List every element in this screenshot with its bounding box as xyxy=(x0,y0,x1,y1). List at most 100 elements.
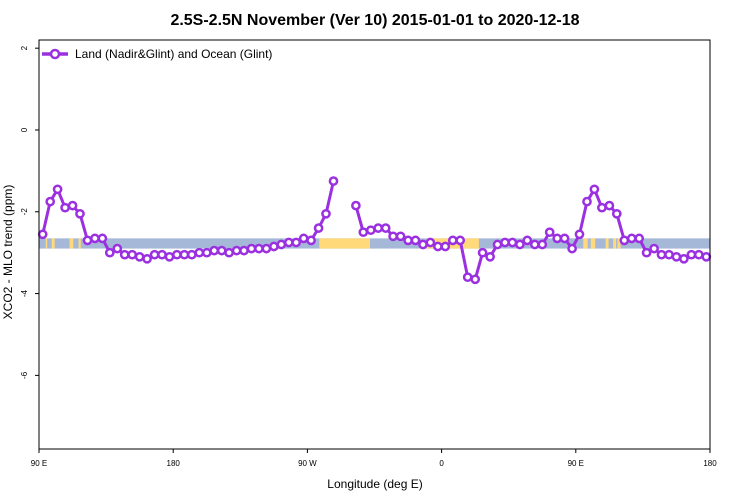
data-point xyxy=(522,235,533,246)
data-point xyxy=(544,227,555,238)
surface-band xyxy=(39,238,710,249)
y-tick-label: -2 xyxy=(20,208,29,216)
x-tick-label: 0 xyxy=(439,459,444,468)
data-point xyxy=(477,247,488,258)
data-point xyxy=(365,225,376,236)
land-band-3 xyxy=(78,238,81,249)
data-point xyxy=(515,239,525,250)
data-point xyxy=(351,200,361,211)
data-point xyxy=(552,233,563,244)
data-point xyxy=(157,249,167,260)
data-point xyxy=(119,249,130,260)
data-point xyxy=(671,251,682,262)
data-point xyxy=(686,249,697,260)
data-point xyxy=(127,249,138,260)
legend: Land (Nadir&Glint) and Ocean (Glint) xyxy=(42,47,272,61)
data-point xyxy=(261,243,272,254)
chart-title: 2.5S-2.5N November (Ver 10) 2015-01-01 t… xyxy=(170,12,579,29)
land-band-10 xyxy=(617,238,621,249)
data-point xyxy=(664,249,674,260)
data-point xyxy=(418,239,428,250)
data-point xyxy=(52,184,63,195)
data-point xyxy=(507,237,518,248)
data-point xyxy=(186,249,197,260)
data-point xyxy=(425,237,436,248)
legend-label: Land (Nadir&Glint) and Ocean (Glint) xyxy=(75,47,272,61)
data-point xyxy=(604,200,615,211)
land-band-8 xyxy=(605,238,609,249)
legend-marker xyxy=(49,48,61,60)
y-tick-label: -6 xyxy=(20,371,29,379)
data-point xyxy=(283,237,294,248)
data-point xyxy=(403,235,413,246)
data-point xyxy=(701,251,712,262)
data-point xyxy=(447,235,458,246)
data-point xyxy=(276,239,287,250)
data-point xyxy=(75,208,85,219)
data-point xyxy=(485,251,495,262)
data-point xyxy=(373,223,384,233)
x-tick-label: 180 xyxy=(703,459,717,468)
data-point xyxy=(641,247,652,258)
y-tick-label: 0 xyxy=(20,127,29,132)
data-point xyxy=(559,233,570,244)
data-point xyxy=(231,245,242,256)
data-point xyxy=(67,200,78,211)
data-point xyxy=(134,251,145,262)
series-line-1 xyxy=(354,187,707,281)
data-point xyxy=(529,239,540,250)
data-point xyxy=(567,243,577,254)
data-point xyxy=(194,247,205,258)
data-point xyxy=(269,241,279,252)
data-point xyxy=(179,249,190,260)
x-tick-label: 180 xyxy=(167,459,181,468)
data-point xyxy=(298,233,309,244)
data-point xyxy=(328,176,339,186)
land-band-4 xyxy=(319,238,371,249)
data-point xyxy=(380,223,391,233)
data-point xyxy=(164,251,175,262)
series-layer xyxy=(37,176,712,285)
data-point xyxy=(433,241,443,252)
data-point xyxy=(45,196,56,207)
data-point xyxy=(693,249,704,260)
data-point xyxy=(611,208,622,219)
y-axis: 2 0 -2 -4 -6 xyxy=(20,45,39,379)
data-point xyxy=(679,253,689,264)
x-tick-label: 90 E xyxy=(568,459,584,468)
data-point xyxy=(291,237,302,248)
data-point xyxy=(649,243,659,254)
ocean-band xyxy=(39,238,710,249)
data-point xyxy=(224,247,234,258)
x-axis-label: Longitude (deg E) xyxy=(327,477,422,491)
land-band-9 xyxy=(613,238,617,249)
land-band-0 xyxy=(45,238,48,249)
data-point xyxy=(626,233,637,244)
data-point xyxy=(574,229,585,240)
data-point xyxy=(597,202,607,213)
land-band-2 xyxy=(69,238,74,249)
data-point xyxy=(462,272,473,283)
y-axis-label: XCO2 - MLO trend (ppm) xyxy=(1,185,15,320)
x-tick-label: 90 E xyxy=(31,459,47,468)
y-tick-label: -4 xyxy=(20,289,29,297)
data-point xyxy=(500,237,510,248)
data-point xyxy=(216,245,227,256)
data-point xyxy=(149,249,160,260)
plot-frame xyxy=(38,39,711,450)
data-point xyxy=(246,243,257,254)
data-point xyxy=(619,235,630,246)
data-point xyxy=(470,274,481,285)
data-point xyxy=(172,249,182,260)
x-axis: 90 E 180 90 W 0 90 E 180 xyxy=(31,449,717,468)
data-point xyxy=(440,241,451,252)
data-point xyxy=(254,243,264,254)
data-point xyxy=(492,239,503,250)
data-point xyxy=(395,231,406,242)
data-point xyxy=(209,245,220,256)
data-point xyxy=(410,235,421,246)
data-point xyxy=(104,247,115,258)
x-tick-label: 90 W xyxy=(298,459,317,468)
data-point xyxy=(82,235,93,246)
